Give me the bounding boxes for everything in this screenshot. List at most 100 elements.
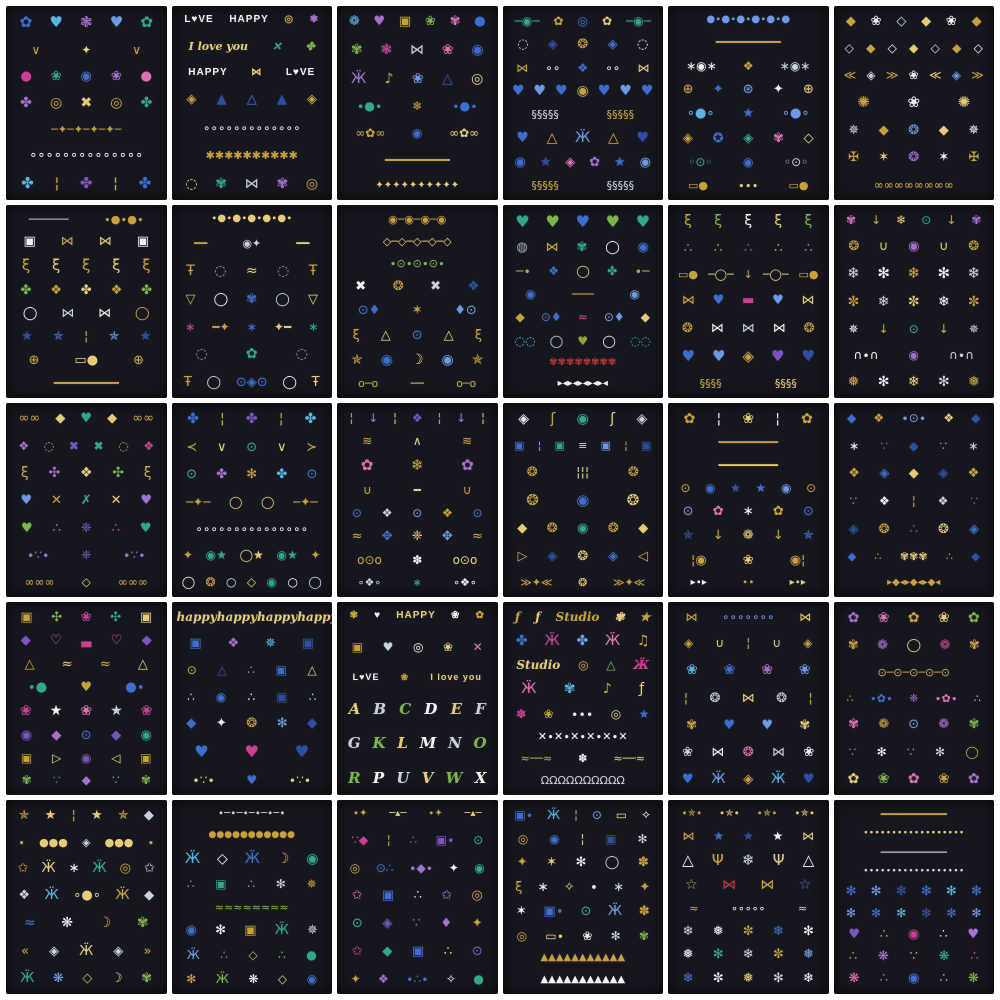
- sticker-glyph: ❋: [248, 971, 259, 986]
- sticker-glyph: ★: [742, 829, 754, 844]
- sticker-glyph: Ӝ: [244, 850, 260, 867]
- sticker-glyph: ≈: [351, 528, 363, 544]
- sticker-row: ◎ ⊙∴ ∙◆∙ ✦ ◉: [342, 862, 493, 874]
- sticker-row: ✼ ❄ ✼ ❄ ✼: [839, 295, 990, 309]
- sticker-glyph: ☽: [111, 970, 123, 986]
- sticker-glyph: ∪: [462, 483, 472, 497]
- sticker-glyph: ━━━━━━━━━: [718, 436, 779, 450]
- sticker-glyph: ✻: [846, 906, 857, 921]
- sticker-glyph: ♥: [555, 83, 568, 100]
- sticker-row: Ŧ ◯ ⊙◈⊙ ◯ Ŧ: [177, 376, 328, 389]
- sticker-glyph: ⊙─⊙─⊙─⊙─⊙: [877, 665, 951, 679]
- sticker-glyph: ❖: [18, 888, 30, 904]
- sticker-glyph: E: [450, 699, 462, 718]
- sticker-glyph: ♥: [373, 14, 386, 29]
- sticker-glyph: ✤: [79, 173, 93, 192]
- sticker-glyph: ─▴─: [389, 808, 407, 820]
- sticker-glyph: F: [475, 699, 486, 718]
- sticker-glyph: ∴: [744, 240, 753, 256]
- sticker-glyph: ∗: [185, 319, 196, 334]
- sticker-row: ▸∙▸ ∙∙ ▸∙▸: [673, 577, 824, 588]
- sticker-glyph: ♪: [384, 70, 394, 87]
- sticker-glyph: ✻: [896, 906, 907, 921]
- sticker-row: ✦ ✶ ✻ ◯ ✽: [508, 856, 659, 869]
- sticker-row: ────── ∙●∙●∙: [11, 214, 162, 225]
- sticker-glyph: ◇: [217, 850, 228, 867]
- sticker-glyph: ❀: [582, 928, 593, 943]
- sticker-glyph: ☆: [798, 877, 812, 894]
- sticker-glyph: ≈──≈: [520, 752, 553, 766]
- sticker-glyph: ◉: [525, 287, 536, 302]
- sticker-row: ▣ ❖ ✵ ▣: [177, 637, 328, 650]
- sticker-row: §§§§§ §§§§§: [508, 109, 659, 120]
- sticker-glyph: ❖: [848, 466, 860, 482]
- sticker-row: ◉ ◆ ⊙ ◆ ◉: [11, 729, 162, 742]
- sticker-glyph: ◎: [412, 639, 424, 654]
- sticker-glyph: ◈: [742, 346, 754, 365]
- sticker-glyph: ◉: [20, 727, 33, 743]
- sticker-glyph: ◆: [638, 521, 649, 537]
- sticker-sheet-r2c6: ✾ ↓ ❄ ⊙ ↓ ✾ ❂ ∪ ◉ ∪ ❂ ❄ ✻ ❄ ✻ ❄ ✼ ❄ ✼ ❄ ✼ ✵ ↓ ⊙ ↓ ✵ ∩∙∩ ◉ ∩∙∩ ❅ ✻ ❄ ✻ ❅: [833, 204, 994, 399]
- sticker-glyph: ∙●∙: [452, 99, 478, 114]
- sticker-glyph: ∙: [147, 835, 155, 849]
- sticker-glyph: ★: [44, 808, 57, 824]
- sticker-glyph: ❀: [20, 703, 32, 720]
- sticker-glyph: ▣: [640, 439, 652, 453]
- sticker-row: ∴ ▣ ∴ ✻ ✵: [177, 878, 328, 890]
- sticker-glyph: ☽: [410, 351, 424, 368]
- sticker-glyph: ♥: [382, 639, 394, 654]
- sticker-glyph: ✿: [712, 504, 724, 520]
- sticker-glyph: ⊙: [921, 212, 932, 227]
- sticker-glyph: Ӝ: [79, 943, 94, 959]
- sticker-glyph: Ӝ: [521, 681, 537, 698]
- sticker-glyph: ∴: [879, 927, 889, 943]
- sticker-glyph: ∴: [247, 689, 256, 704]
- sticker-row: ◌ ✿ ◌: [177, 347, 328, 361]
- sticker-glyph: ◆: [847, 550, 857, 564]
- sticker-glyph: ●: [473, 971, 484, 986]
- sticker-glyph: ∨: [217, 439, 227, 455]
- sticker-glyph: ♥: [246, 773, 258, 788]
- sticker-glyph: ✧: [640, 808, 652, 823]
- sticker-glyph: ◉: [576, 411, 589, 428]
- sticker-sheet-r3c2: ✤ ¦ ✤ ¦ ✤ ≺ ∨ ⊙ ∨ ≻ ⊙ ✤ ✻ ✤ ⊙ ─✦─ ◯ ◯ ─✦─ ∘∘∘∘∘∘∘∘∘∘∘∘∘∘∘ ✦ ◉…: [171, 403, 332, 597]
- sticker-glyph: ✯: [802, 528, 814, 544]
- sticker-glyph: ∩∙∩: [948, 348, 975, 363]
- sticker-glyph: ✯: [18, 808, 30, 824]
- sticker-glyph: ●●●: [39, 835, 68, 849]
- sticker-glyph: happyhappyhappyhappyhappy: [176, 609, 333, 624]
- sticker-glyph: ✣: [51, 609, 63, 625]
- sticker-glyph: ▣: [23, 233, 36, 249]
- sticker-sheet-r3c6: ◆ ❖ ∙⊙∙ ❖ ◆ ∗ ∵ ◆ ∵ ∗ ❖ ◈ ◆ ◈ ❖ ∵ ❖ ¦ ❖ ∵ ◈ ❂ ∴ ❂ ◈ ◆ ∴ ✾✾✾ ∴ ◆ ▸◆◂▸◆◂…: [833, 403, 994, 597]
- sticker-row: ●∙●∙●∙●∙●∙●: [673, 15, 824, 25]
- sticker-row: ≺ ∨ ⊙ ∨ ≻: [177, 441, 328, 454]
- sticker-glyph: ◉: [306, 850, 319, 867]
- sticker-row: ✵ ◆ ❂ ◆ ✵: [839, 124, 990, 137]
- sticker-glyph: ⋈: [801, 293, 815, 309]
- sticker-row: ─✦─✦─✦─✦─: [11, 124, 162, 135]
- sticker-row: ✾ ↓ ❄ ⊙ ↓ ✾: [839, 214, 990, 226]
- sticker-row: ❅ ✻ ❄ ✼ ❅: [673, 948, 824, 961]
- sticker-row: ◍ ⋈ ✾ ◯ ◉: [508, 241, 659, 254]
- sticker-glyph: ✿: [907, 609, 920, 626]
- sticker-glyph: ✤: [140, 95, 153, 112]
- sticker-glyph: O: [473, 734, 487, 753]
- sticker-glyph: ✦━: [273, 319, 292, 334]
- sticker-glyph: ❄: [847, 264, 860, 283]
- sticker-glyph: ◉: [474, 860, 485, 875]
- sticker-row: △ Ψ ❄ Ψ △: [673, 852, 824, 868]
- sticker-glyph: ◁: [637, 548, 648, 564]
- sticker-glyph: ⊙: [80, 727, 92, 743]
- sticker-glyph: ◆: [517, 521, 528, 537]
- sticker-glyph: ❖: [548, 264, 560, 279]
- sticker-row: ◯ ⋈ ⋈ ◯: [11, 307, 162, 320]
- sticker-glyph: ◯: [213, 291, 229, 307]
- sticker-row: ∴ ◉ ∴ ▣ ∴: [177, 691, 328, 703]
- sticker-glyph: Ӝ: [184, 850, 201, 867]
- sticker-glyph: ✤: [515, 633, 528, 650]
- sticker-glyph: ¦: [349, 411, 354, 426]
- sticker-row: ✾✾✾✾✾✾✾✾: [508, 357, 659, 368]
- sticker-glyph: ◯: [206, 375, 222, 391]
